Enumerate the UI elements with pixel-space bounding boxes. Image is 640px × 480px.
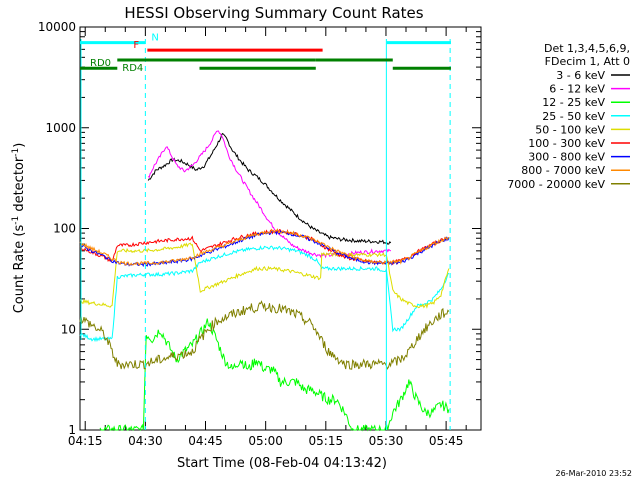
series-25-50-kev <box>79 245 450 343</box>
legend-label: 25 - 50 keV <box>542 110 605 123</box>
legend-label: 300 - 800 keV <box>528 151 605 164</box>
legend: Det 1,3,4,5,6,9, FDecim 1, Att 0 3 - 6 k… <box>507 42 630 191</box>
series-800-7000-kev <box>79 228 450 266</box>
series-3-6-kev <box>147 132 392 245</box>
series-layer <box>79 130 450 432</box>
instrument-vlines <box>80 39 451 430</box>
chart-title: HESSI Observing Summary Count Rates <box>124 4 423 22</box>
series-50-100-kev <box>79 242 450 309</box>
flag-label: N <box>151 33 158 44</box>
series-7000-20000-kev <box>79 300 450 370</box>
x-tick-label: 04:15 <box>68 434 103 448</box>
legend-label: 6 - 12 keV <box>549 83 605 96</box>
flag-label: F <box>133 40 139 51</box>
x-axis-label: Start Time (08-Feb-04 04:13:42) <box>177 456 387 471</box>
legend-label: 7000 - 20000 keV <box>507 178 605 191</box>
legend-label: 100 - 300 keV <box>528 137 605 150</box>
legend-label: 50 - 100 keV <box>535 123 605 136</box>
x-tick-labels: 04:15 04:30 04:45 05:00 05:15 05:30 05:45 <box>68 434 463 448</box>
legend-header-2: FDecim 1, Att 0 <box>545 55 630 68</box>
legend-label: 12 - 25 keV <box>542 96 605 109</box>
flag-label: RD4 <box>122 63 143 74</box>
x-tick-label: 04:45 <box>188 434 223 448</box>
x-tick-label: 05:15 <box>309 434 344 448</box>
legend-label: 800 - 7000 keV <box>521 164 605 177</box>
legend-label: 3 - 6 keV <box>556 69 605 82</box>
x-tick-label: 05:45 <box>429 434 464 448</box>
x-tick-label: 05:00 <box>248 434 283 448</box>
series-300-800-kev <box>80 229 450 268</box>
plot-frame <box>79 26 482 431</box>
series-6-12-kev <box>147 130 392 259</box>
y-tick-label: 100 <box>53 222 76 236</box>
axis-ticks <box>80 27 481 431</box>
y-tick-label: 10 <box>61 322 76 336</box>
flag-bars: N F RD0 RD4 <box>80 33 451 74</box>
y-axis-label: Count Rate (s-1 detector-1) <box>11 143 27 314</box>
y-tick-label: 1 <box>68 423 76 437</box>
legend-header-1: Det 1,3,4,5,6,9, <box>544 42 630 55</box>
flag-label: RD0 <box>90 58 111 69</box>
timestamp: 26-Mar-2010 23:52 <box>556 469 633 478</box>
series-12-25-kev <box>99 318 450 432</box>
y-tick-label: 10000 <box>38 20 76 34</box>
y-tick-labels: 1 10 100 1000 10000 <box>38 20 76 437</box>
x-tick-label: 04:30 <box>128 434 163 448</box>
plot-border <box>79 26 482 431</box>
y-tick-label: 1000 <box>45 121 76 135</box>
x-tick-label: 05:30 <box>369 434 404 448</box>
